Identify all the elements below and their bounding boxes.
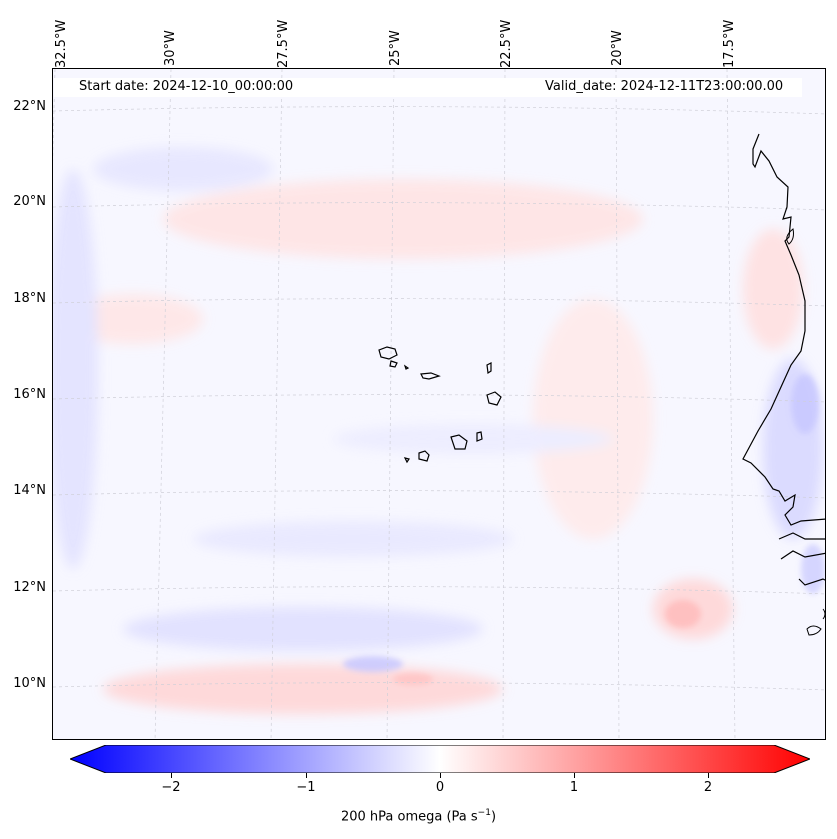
shade-pos-2 [63,294,203,344]
lon-label-5: 20°W [610,30,625,66]
start-date: Start date: 2024-12-10_00:00:00 [79,79,294,94]
lat-label-18: 18°N [13,291,46,306]
cape-verde-islands [378,346,502,464]
lon-label-1: 30°W [163,30,178,66]
valid-date: Valid_date: 2024-12-11T23:00:00.00 [545,79,784,94]
colorbar [68,744,812,774]
colorbar-gradient [68,744,812,774]
shade-neg-1 [53,169,98,569]
shade-pos-4 [103,664,503,714]
lon-label-6: 17.5°W [722,19,737,68]
cb-tickmark [306,773,307,778]
lat-label-10: 10°N [13,676,46,691]
lat-label-20: 20°N [13,194,46,209]
lon-label-3: 25°W [388,30,403,66]
omega-field [53,69,825,739]
shade-pos-1 [163,179,643,259]
lat-label-16: 16°N [13,387,46,402]
shade-neg-2 [123,607,483,651]
lat-label-12: 12°N [13,580,46,595]
lat-label-22: 22°N [13,99,46,114]
lon-label-4: 22.5°W [499,19,514,68]
cb-tickmark [171,773,172,778]
cb-tick-label: −1 [296,780,316,795]
cb-tickmark [708,773,709,778]
shade-neg-4 [93,147,273,191]
map-panel: Start date: 2024-12-10_00:00:00 Valid_da… [52,68,826,740]
cb-tick-label: 2 [703,780,713,795]
cb-tickmark [574,773,575,778]
date-header [54,78,802,97]
shade-pos-3 [533,299,653,539]
shade-neg-3 [193,521,513,557]
colorbar-label: 200 hPa omega (Pa s−1) [340,808,497,825]
shade-neg-6 [333,424,613,454]
cb-tick-label: 1 [569,780,579,795]
lon-label-2: 27.5°W [276,19,291,68]
cb-tick-label: 0 [435,780,445,795]
shade-pos-6 [743,229,803,349]
cb-tickmark [440,773,441,778]
lon-label-0: 32.5°W [54,19,69,68]
graticule [53,69,825,739]
africa-coastline [742,133,825,586]
lat-label-14: 14°N [13,483,46,498]
cb-tick-label: −2 [161,780,181,795]
